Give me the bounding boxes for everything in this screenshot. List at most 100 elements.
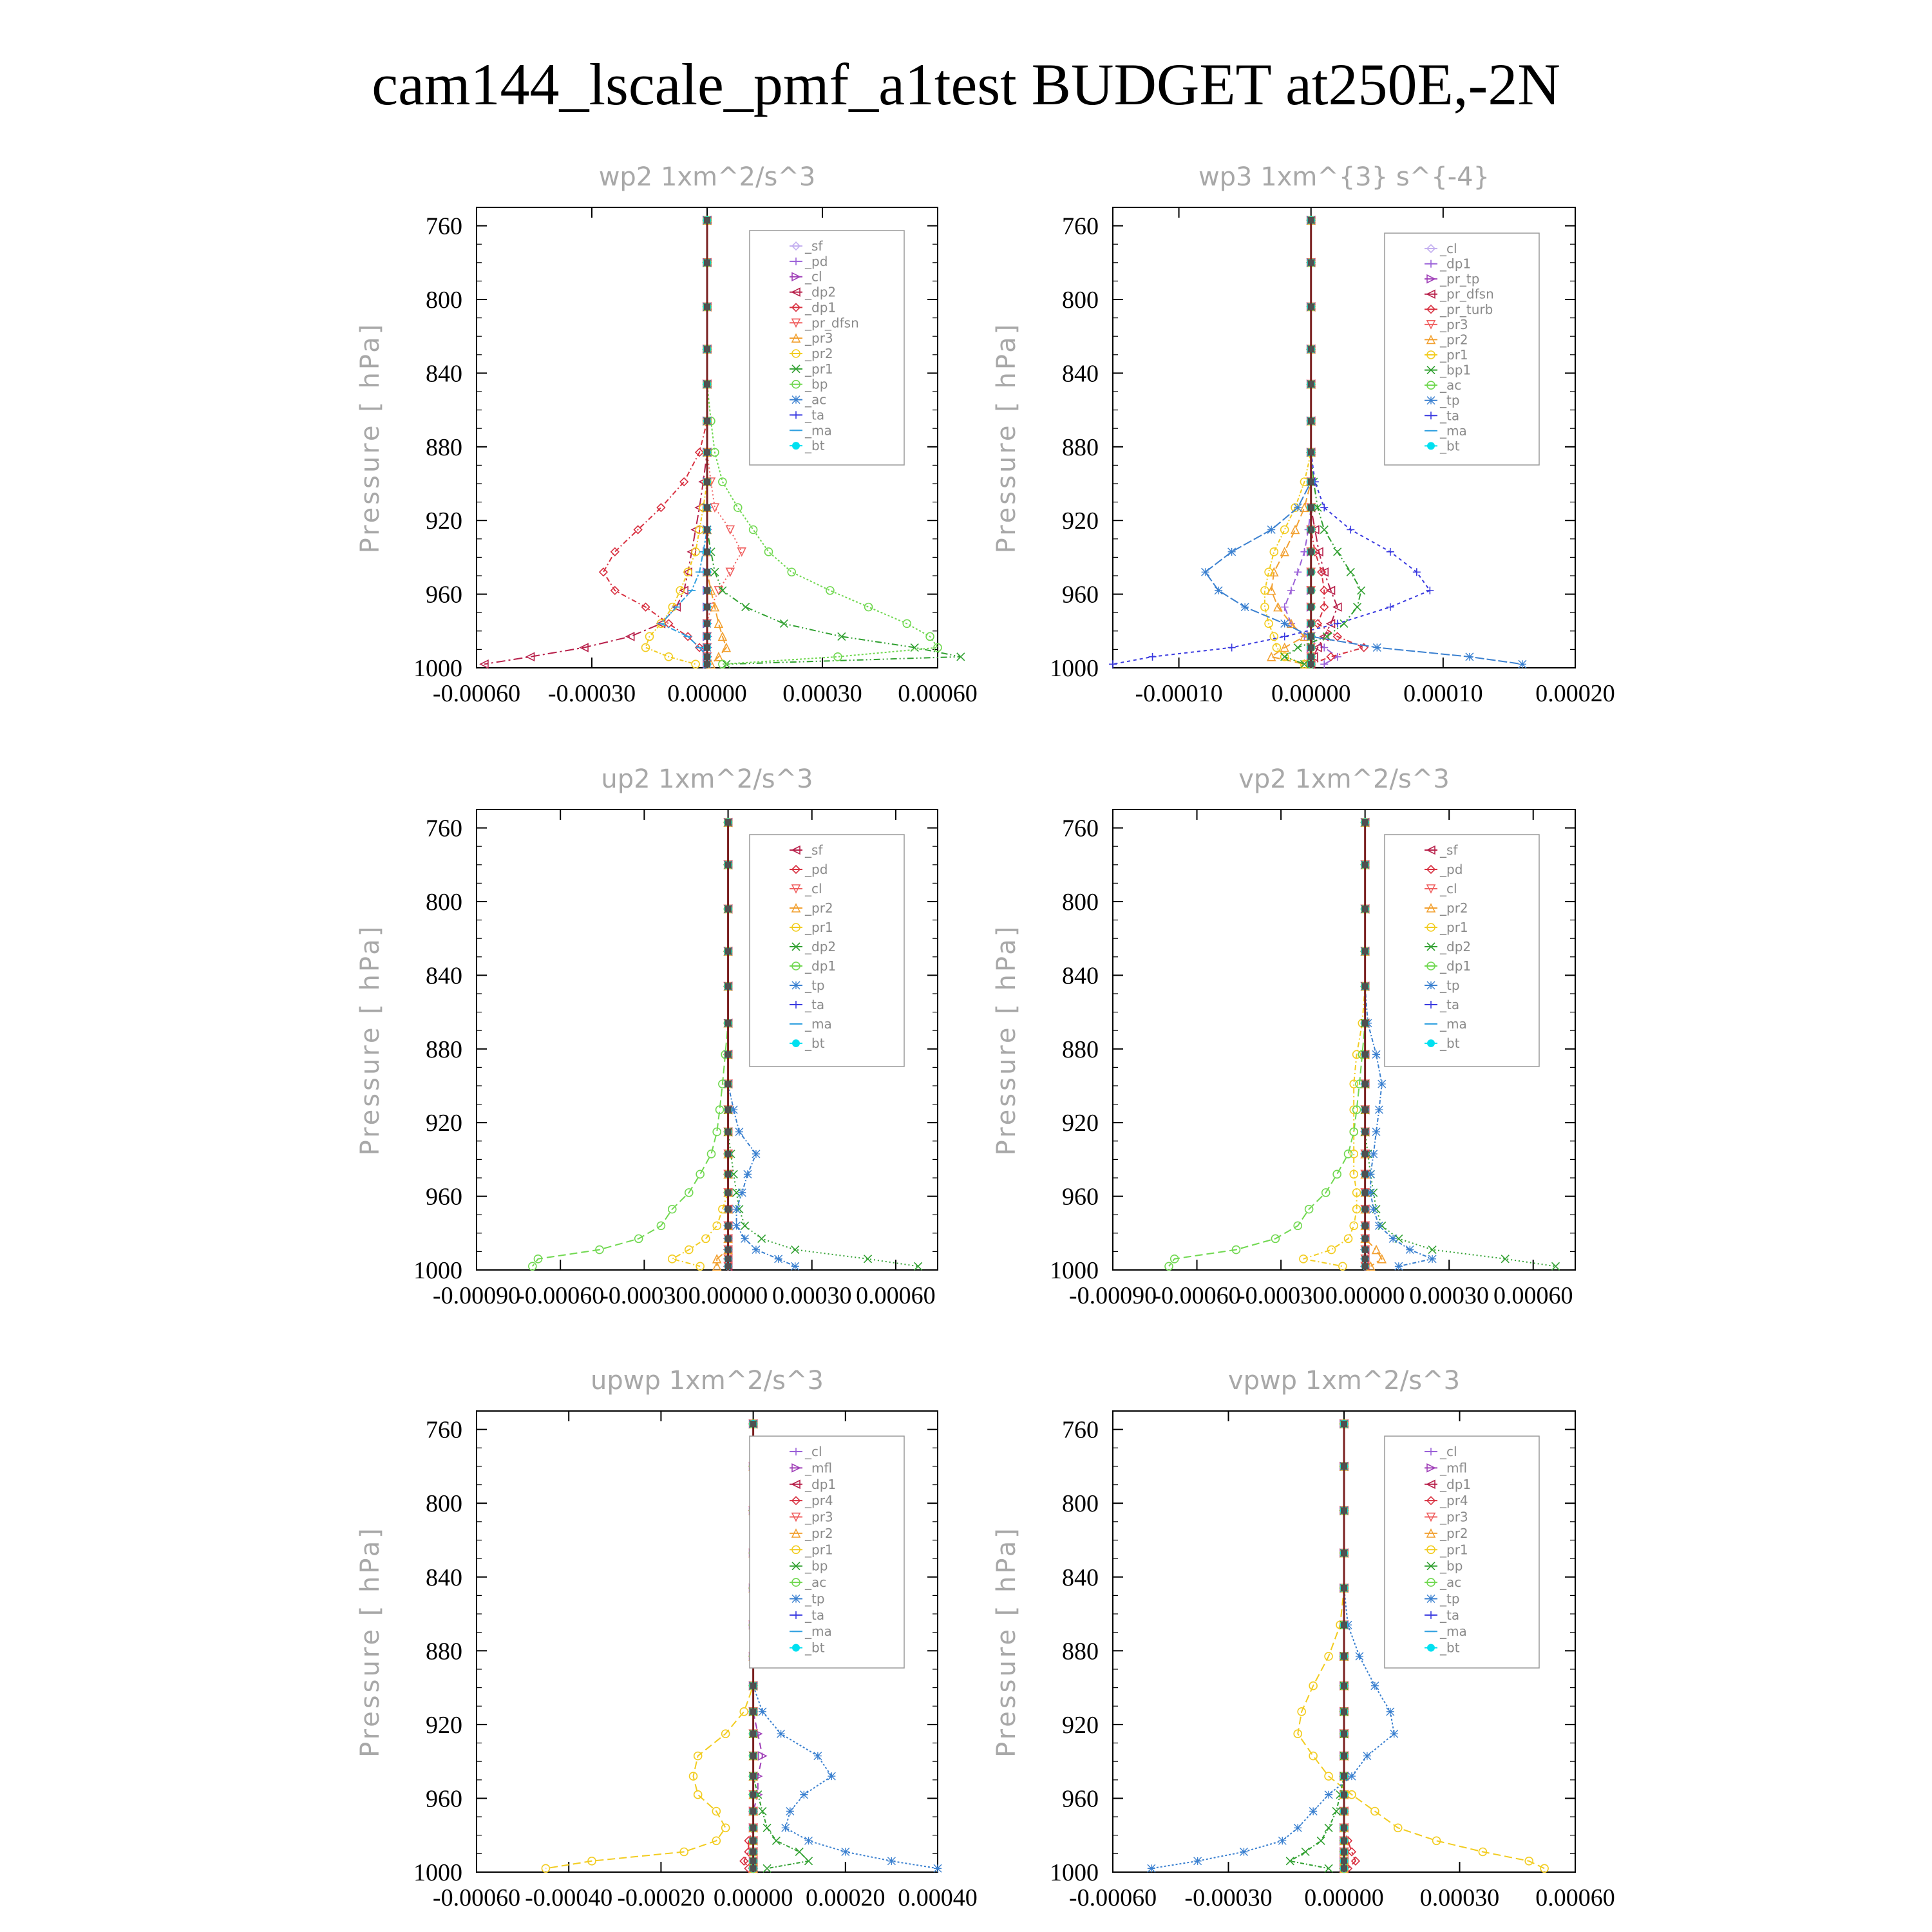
legend-marker [1427, 412, 1435, 420]
data-point [1363, 1752, 1372, 1761]
data-point [645, 632, 654, 641]
legend-label: _ma [804, 1016, 832, 1032]
data-point [598, 567, 609, 577]
data-point [799, 1790, 808, 1799]
series-tp [1147, 1419, 1399, 1873]
legend-marker [1426, 366, 1435, 375]
total-point [1341, 1584, 1347, 1591]
data-point [683, 567, 692, 577]
legend-label: _dp1 [804, 299, 836, 315]
data-point [1355, 1652, 1364, 1661]
data-point [1349, 1221, 1359, 1231]
data-point [739, 1707, 749, 1716]
data-point [1300, 659, 1309, 668]
data-point [710, 567, 719, 576]
legend-marker [1427, 1001, 1435, 1009]
data-point [684, 1188, 694, 1197]
total-point [704, 217, 710, 224]
data-point [1280, 652, 1289, 661]
total-point [724, 1189, 732, 1196]
x-tick-label: 0.00060 [1493, 1282, 1573, 1309]
total-point [1307, 478, 1314, 486]
plot-frame [476, 1410, 938, 1873]
total-point [1307, 217, 1314, 224]
total-point [750, 1791, 757, 1798]
x-tick-label: -0.00090 [433, 1282, 520, 1309]
data-point [1201, 567, 1210, 576]
total-point [1361, 819, 1368, 826]
y-tick-label: 800 [426, 889, 462, 916]
data-point [625, 632, 635, 641]
series-bp1 [1280, 216, 1366, 668]
panel-title: vp2 1xm^2/s^3 [1238, 764, 1450, 794]
data-point [1372, 1128, 1381, 1136]
data-point [634, 1234, 643, 1244]
data-point [1386, 547, 1394, 556]
total-point [750, 1773, 757, 1780]
series-pr2 [641, 216, 712, 669]
data-point [1193, 1857, 1202, 1866]
y-tick-label: 960 [426, 582, 462, 609]
data-point [721, 642, 732, 652]
legend-marker [791, 1512, 801, 1522]
total-point [1341, 1682, 1347, 1689]
data-point [721, 1823, 730, 1833]
legend-marker [791, 272, 801, 282]
series-line [484, 220, 708, 665]
panel-title: wp2 1xm^2/s^3 [599, 162, 816, 192]
data-point [1524, 1857, 1533, 1866]
data-point [1299, 1255, 1308, 1264]
legend-label: _ma [804, 422, 832, 438]
y-tick-label: 760 [426, 1417, 462, 1444]
x-tick-label: 0.00060 [1535, 1884, 1615, 1911]
panel-2: wp3 1xm^{3} s^{-4} Pressure [ hPa] 760 800 8… [992, 162, 1615, 707]
series-pr1 [667, 818, 733, 1271]
data-point [1324, 1790, 1333, 1799]
y-tick-label: 920 [1062, 1712, 1099, 1739]
legend-label: _pr_dfsn [804, 315, 859, 330]
data-point [1551, 1262, 1560, 1271]
data-point [1369, 1205, 1378, 1214]
legend-label: _pr3 [1439, 1510, 1468, 1525]
legend-marker [791, 1463, 801, 1473]
total-point [1307, 633, 1314, 640]
y-tick-label: 1000 [1050, 655, 1099, 682]
series-pr1 [1299, 818, 1370, 1271]
total-point [750, 1708, 757, 1715]
x-tick-label: -0.00060 [516, 1282, 604, 1309]
data-point [1332, 602, 1342, 612]
y-axis-label: Pressure [ hPa] [355, 322, 385, 554]
data-point [718, 586, 727, 595]
legend-label: _bt [1439, 1640, 1460, 1656]
legend-marker [1427, 1611, 1435, 1619]
series-line [1283, 220, 1362, 665]
y-axis-label: Pressure [ hPa] [992, 322, 1021, 554]
data-point [718, 477, 727, 486]
legend-label: _pr2 [1439, 1526, 1468, 1541]
data-point [732, 1221, 741, 1230]
legend-marker [1427, 1643, 1435, 1652]
legend-marker [791, 1545, 800, 1555]
y-tick-label: 960 [1062, 582, 1099, 609]
legend-label: _dp2 [804, 285, 836, 300]
legend-marker [792, 1448, 800, 1455]
data-point [933, 1864, 942, 1873]
data-point [664, 619, 674, 629]
legend-label: _bp [804, 377, 828, 392]
data-point [1164, 1262, 1173, 1271]
legend-marker [791, 961, 800, 971]
data-point [1285, 1857, 1294, 1866]
data-point [1297, 1707, 1306, 1716]
series-dp1 [527, 818, 733, 1271]
data-point [1266, 585, 1276, 595]
legend-label: _bt [804, 438, 825, 453]
total-point [1341, 1791, 1347, 1798]
total-point [1361, 1128, 1368, 1135]
data-point [1393, 1823, 1403, 1833]
legend-marker [791, 1496, 801, 1506]
x-tick-label: 0.00030 [1420, 1884, 1500, 1911]
total-point [750, 1752, 757, 1759]
data-point [1309, 1751, 1318, 1761]
data-point [1310, 525, 1320, 535]
